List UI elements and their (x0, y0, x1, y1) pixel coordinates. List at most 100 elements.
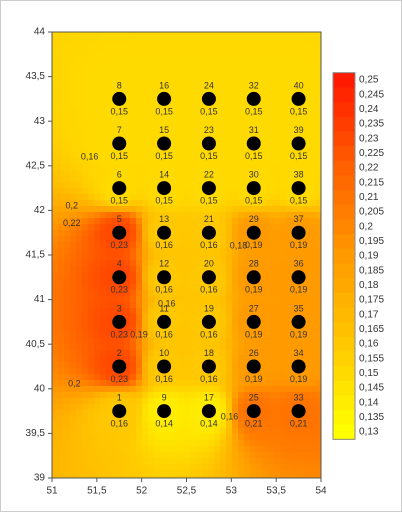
field-cell (112, 200, 119, 207)
field-cell (136, 404, 143, 411)
field-cell (316, 260, 321, 267)
field-cell (298, 194, 305, 201)
field-cell (166, 62, 173, 69)
field-cell (214, 140, 221, 147)
field-cell (202, 254, 209, 261)
field-cell (112, 380, 119, 387)
field-cell (244, 92, 251, 99)
field-cell (58, 188, 65, 195)
field-cell (52, 248, 59, 255)
field-cell (112, 326, 119, 333)
field-cell (262, 428, 269, 435)
field-cell (172, 242, 179, 249)
field-cell (286, 314, 293, 321)
field-cell (94, 140, 101, 147)
colorbar-label: 0,235 (359, 119, 384, 130)
field-cell (58, 464, 65, 471)
field-cell (214, 188, 221, 195)
field-cell (220, 134, 227, 141)
field-cell (130, 422, 137, 429)
field-cell (316, 218, 321, 225)
field-cell (214, 176, 221, 183)
field-cell (190, 308, 197, 315)
field-cell (232, 176, 239, 183)
field-cell (280, 134, 287, 141)
field-cell (280, 74, 287, 81)
field-cell (58, 164, 65, 171)
field-cell (100, 350, 107, 357)
colorbar-cell (333, 395, 355, 411)
field-cell (262, 116, 269, 123)
field-cell (268, 242, 275, 249)
field-cell (274, 200, 281, 207)
field-cell (280, 350, 287, 357)
field-cell (52, 146, 59, 153)
field-cell (172, 116, 179, 123)
field-cell (178, 410, 185, 417)
field-cell (88, 290, 95, 297)
field-cell (148, 332, 155, 339)
field-cell (154, 260, 161, 267)
field-cell (94, 278, 101, 285)
field-cell (226, 164, 233, 171)
field-cell (88, 410, 95, 417)
field-cell (154, 188, 161, 195)
field-cell (94, 56, 101, 63)
field-cell (196, 446, 203, 453)
field-cell (106, 224, 113, 231)
field-cell (256, 134, 263, 141)
colorbar-label: 0,205 (359, 207, 384, 218)
field-cell (250, 392, 257, 399)
field-cell (196, 152, 203, 159)
field-cell (310, 230, 317, 237)
field-cell (274, 206, 281, 213)
point-id: 12 (159, 259, 169, 269)
field-cell (118, 206, 125, 213)
field-cell (214, 296, 221, 303)
field-cell (256, 356, 263, 363)
field-cell (154, 266, 161, 273)
field-cell (292, 116, 299, 123)
field-cell (232, 110, 239, 117)
field-cell (190, 380, 197, 387)
field-cell (274, 104, 281, 111)
field-cell (226, 254, 233, 261)
field-cell (250, 104, 257, 111)
field-cell (268, 452, 275, 459)
point-value: 0,19 (290, 240, 308, 250)
field-cell (286, 188, 293, 195)
field-cell (226, 266, 233, 273)
field-cell (52, 380, 59, 387)
field-cell (304, 386, 311, 393)
field-cell (280, 278, 287, 285)
point-id: 15 (159, 125, 169, 135)
field-cell (124, 194, 131, 201)
field-cell (154, 428, 161, 435)
field-cell (166, 212, 173, 219)
field-cell (268, 290, 275, 297)
field-cell (70, 440, 77, 447)
field-cell (250, 170, 257, 177)
field-cell (100, 152, 107, 159)
colorbar-cell (333, 131, 355, 147)
field-cell (82, 80, 89, 87)
field-cell (208, 284, 215, 291)
field-cell (154, 302, 161, 309)
field-cell (76, 476, 83, 478)
field-cell (154, 350, 161, 357)
field-cell (94, 86, 101, 93)
field-cell (238, 74, 245, 81)
field-cell (310, 80, 317, 87)
field-cell (130, 146, 137, 153)
field-cell (118, 176, 125, 183)
field-cell (184, 230, 191, 237)
field-cell (58, 158, 65, 165)
field-cell (208, 62, 215, 69)
field-cell (244, 332, 251, 339)
field-cell (298, 62, 305, 69)
field-cell (202, 476, 209, 478)
field-cell (52, 398, 59, 405)
field-cell (172, 314, 179, 321)
field-cell (58, 416, 65, 423)
field-cell (262, 32, 269, 39)
